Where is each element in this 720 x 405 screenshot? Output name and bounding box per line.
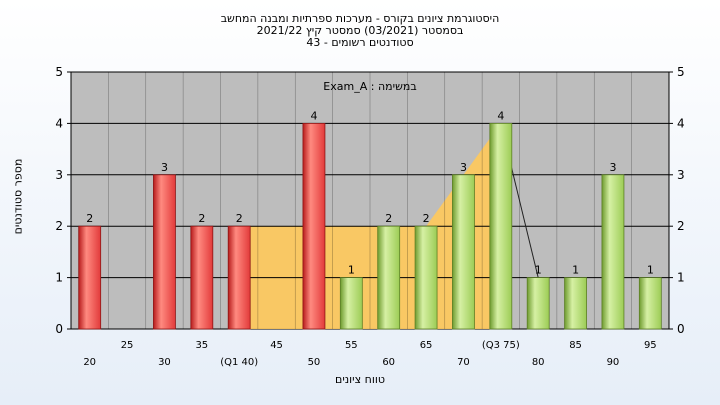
chart-title-line2: בסמסטר (03/2021) סמסטר קיץ 2021/22 bbox=[256, 24, 464, 37]
bar-95 bbox=[638, 277, 662, 330]
x-tick-label-65: 65 bbox=[420, 340, 433, 351]
x-tick-label-75: (Q3 75) bbox=[482, 340, 520, 351]
y-tick-label-left: 0 bbox=[55, 322, 63, 336]
bar-60 bbox=[377, 225, 401, 330]
x-axis-title: טווח ציונים bbox=[335, 373, 385, 386]
chart-title-line3: סטודנטים רשומים - 43 bbox=[306, 36, 414, 49]
bar-85 bbox=[564, 277, 587, 330]
x-tick-label-80: 80 bbox=[532, 357, 545, 368]
data-label-65: 2 bbox=[423, 212, 430, 225]
x-tick-label-70: 70 bbox=[457, 357, 470, 368]
x-tick-label-60: 60 bbox=[382, 357, 395, 368]
data-label-55: 1 bbox=[348, 264, 355, 277]
x-tick-label-20: 20 bbox=[83, 357, 96, 368]
y-axis-title: מספר סטודנטים bbox=[11, 158, 25, 235]
bar-30 bbox=[153, 174, 176, 330]
y-tick-label-left: 2 bbox=[55, 219, 63, 233]
chart-annotation: במשימה : Exam_A bbox=[323, 80, 416, 93]
x-tick-label-45: 45 bbox=[270, 340, 283, 351]
x-tick-label-95: 95 bbox=[644, 340, 657, 351]
data-label-50: 4 bbox=[310, 109, 317, 122]
x-tick-label-85: 85 bbox=[569, 340, 582, 351]
y-tick-label-right: 3 bbox=[677, 168, 685, 182]
y-tick-label-right: 1 bbox=[677, 271, 685, 285]
y-tick-label-right: 0 bbox=[677, 322, 685, 336]
data-label-95: 1 bbox=[647, 264, 654, 277]
x-tick-label-55: 55 bbox=[345, 340, 358, 351]
y-tick-label-right: 2 bbox=[677, 219, 685, 233]
data-label-75: 4 bbox=[497, 109, 504, 122]
bar-80 bbox=[526, 277, 550, 330]
data-label-90: 3 bbox=[609, 161, 616, 174]
bar-20 bbox=[78, 225, 102, 330]
y-tick-label-right: 4 bbox=[677, 116, 685, 130]
bar-50 bbox=[302, 123, 326, 330]
data-label-40: 2 bbox=[236, 212, 243, 225]
y-tick-label-left: 4 bbox=[55, 116, 63, 130]
bar-75 bbox=[489, 123, 513, 330]
data-label-70: 3 bbox=[460, 161, 467, 174]
y-tick-label-left: 1 bbox=[55, 271, 63, 285]
data-label-85: 1 bbox=[572, 264, 579, 277]
x-tick-label-90: 90 bbox=[607, 357, 620, 368]
y-tick-label-left: 5 bbox=[55, 65, 63, 79]
y-tick-label-left: 3 bbox=[55, 168, 63, 182]
bar-65 bbox=[414, 225, 438, 330]
x-tick-label-40: (Q1 40) bbox=[220, 357, 258, 368]
data-label-60: 2 bbox=[385, 212, 392, 225]
y-tick-label-right: 5 bbox=[677, 65, 685, 79]
bar-90 bbox=[601, 174, 625, 330]
x-tick-label-25: 25 bbox=[121, 340, 134, 351]
bar-55 bbox=[339, 277, 363, 330]
x-tick-label-50: 50 bbox=[308, 357, 321, 368]
data-label-30: 3 bbox=[161, 161, 168, 174]
chart-title-line1: היסטוגרמת ציונים בקורס - מערכות ספרתיות … bbox=[220, 12, 500, 25]
bar-70 bbox=[452, 174, 475, 330]
bar-35 bbox=[190, 225, 214, 330]
bar-40 bbox=[227, 225, 251, 330]
x-tick-label-30: 30 bbox=[158, 357, 171, 368]
data-label-80: 1 bbox=[535, 264, 542, 277]
data-label-35: 2 bbox=[198, 212, 205, 225]
data-label-20: 2 bbox=[86, 212, 93, 225]
x-tick-label-35: 35 bbox=[195, 340, 208, 351]
